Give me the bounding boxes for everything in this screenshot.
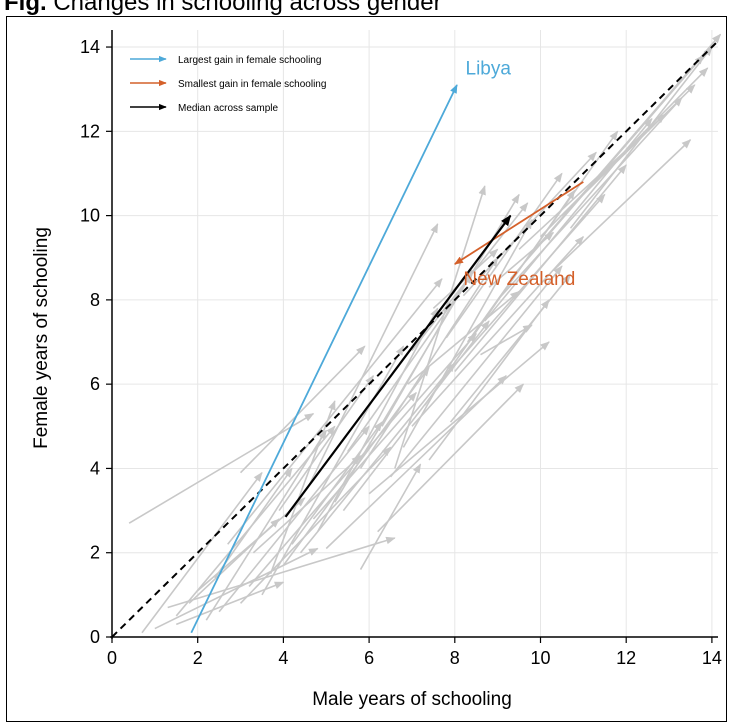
background-arrow: [278, 374, 375, 512]
x-axis-title: Male years of schooling: [312, 689, 512, 710]
background-arrow: [218, 425, 370, 613]
background-arrow: [188, 518, 280, 604]
background-arrow: [432, 248, 499, 309]
background-arrow: [154, 547, 319, 630]
background-arrow: [454, 164, 627, 373]
background-arrow: [462, 151, 597, 297]
background-arrow: [347, 273, 473, 453]
background-arrow: [128, 412, 315, 524]
reference-dashed-line: [111, 42, 717, 638]
highlighted-arrows: [190, 84, 584, 634]
legend: Largest gain in female schooling Smallest…: [130, 55, 326, 114]
background-arrow: [527, 33, 722, 259]
background-arrow: [175, 581, 285, 626]
background-arrow: [488, 231, 555, 288]
y-tick-label: 4: [90, 458, 100, 478]
x-tick-label: 10: [530, 648, 550, 668]
figure-frame: [6, 16, 727, 722]
x-tick-label: 4: [278, 648, 288, 668]
background-arrow: [299, 362, 456, 554]
background-arrow: [552, 139, 692, 271]
x-tick-label: 2: [193, 648, 203, 668]
background-arrow: [467, 130, 619, 343]
background-arrow: [480, 324, 533, 356]
background-arrow: [239, 345, 366, 474]
x-tick-label: 0: [107, 648, 117, 668]
x-tick-label: 8: [450, 648, 460, 668]
background-arrow: [205, 429, 327, 621]
background-arrow: [252, 455, 362, 554]
background-arrow: [407, 290, 520, 385]
y-tick-label: 10: [80, 206, 100, 226]
background-arrow: [269, 400, 336, 575]
legend-label: Largest gain in female schooling: [178, 55, 321, 66]
caption-text: Changes in schooling across gender: [53, 0, 442, 16]
background-arrow: [261, 345, 405, 596]
y-tick-label: 12: [80, 121, 100, 141]
y-tick-label: 14: [80, 37, 100, 57]
background-arrow: [325, 375, 507, 550]
legend-label: Smallest gain in female schooling: [178, 79, 326, 90]
x-tick-label: 14: [702, 648, 722, 668]
y-axis-title: Female years of schooling: [31, 227, 52, 449]
x-tick-label: 6: [364, 648, 374, 668]
background-arrow: [561, 84, 696, 217]
background-arrow: [437, 193, 606, 385]
background-arrow: [167, 536, 396, 609]
background-arrow: [359, 463, 422, 570]
y-tick-label: 0: [90, 627, 100, 647]
y-tick-label: 8: [90, 290, 100, 310]
highlight-arrow-median: [284, 214, 512, 518]
legend-label: Median across sample: [178, 103, 278, 114]
background-arrow: [389, 265, 563, 478]
background-arrow: [291, 421, 383, 545]
highlight-arrow-libya: [190, 84, 458, 634]
figure-caption: Fig. Changes in schooling across gender: [0, 0, 733, 16]
background-arrow: [377, 383, 525, 533]
background-arrow: [381, 269, 473, 427]
annotation-libya: Libya: [466, 58, 512, 79]
background-arrow: [227, 278, 443, 545]
caption-prefix: Fig.: [4, 0, 47, 16]
grid-lines: [111, 30, 718, 638]
axes: 0 2 4 6 8 10 12 14 0 2 4 6 8 10 12 14: [80, 30, 722, 668]
background-arrow: [497, 96, 683, 301]
background-arrow: [316, 307, 439, 533]
y-tick-label: 6: [90, 374, 100, 394]
highlight-arrow-new-zealand: [454, 181, 584, 265]
background-arrow: [449, 273, 572, 423]
background-arrow: [411, 202, 529, 351]
y-tick-label: 2: [90, 543, 100, 563]
annotations: Libya New Zealand: [463, 58, 575, 290]
reference-line: [111, 42, 717, 638]
background-arrow: [141, 471, 263, 634]
background-arrow: [368, 341, 550, 495]
background-arrow: [518, 113, 666, 250]
annotation-new-zealand: New Zealand: [463, 269, 575, 290]
background-arrow: [308, 223, 439, 486]
background-arrows: [128, 33, 722, 634]
background-arrow: [445, 172, 563, 339]
x-tick-label: 12: [616, 648, 636, 668]
